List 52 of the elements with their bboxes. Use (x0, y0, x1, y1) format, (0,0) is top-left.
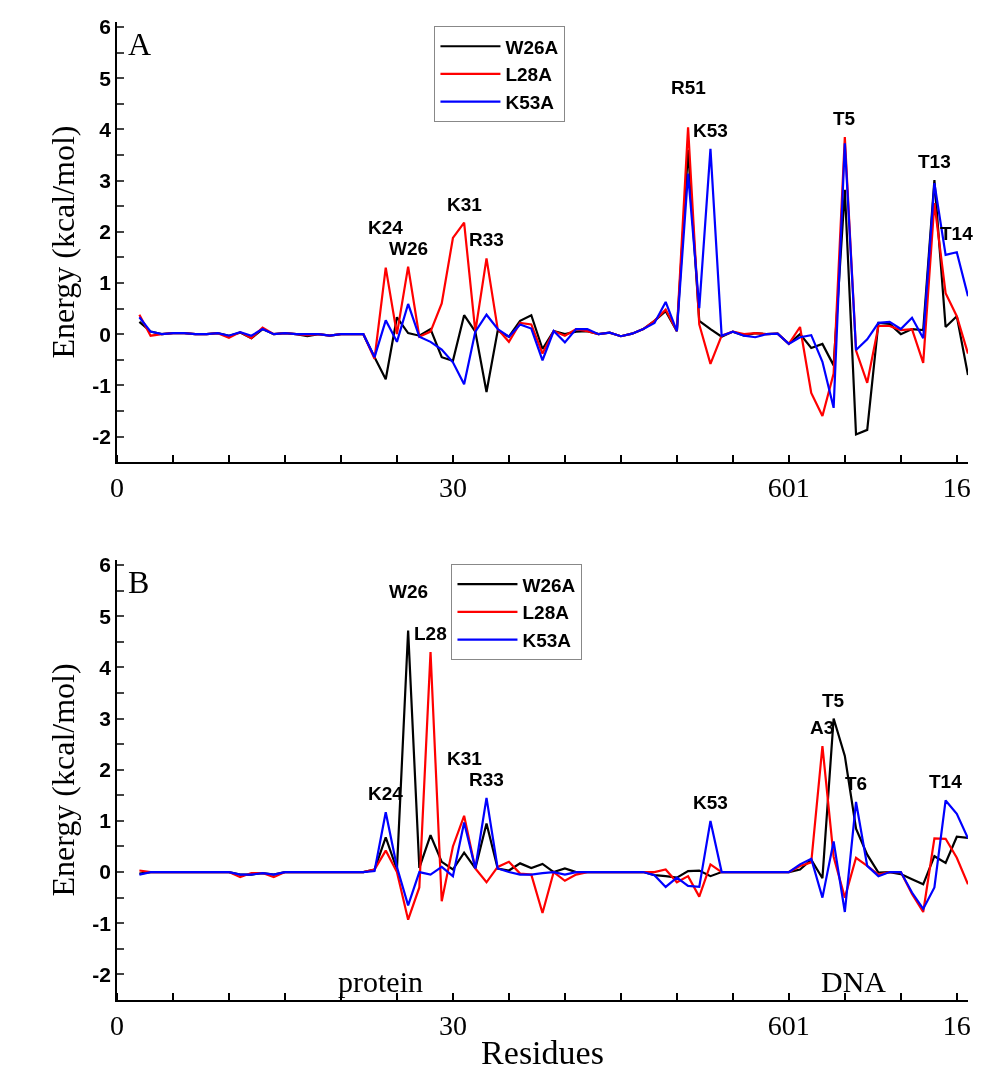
legend-label: K53A (505, 92, 555, 114)
x-tick-label: 601 (767, 472, 810, 504)
y-tick-label: 1 (99, 809, 112, 833)
annotation: R33 (469, 769, 504, 790)
annotation: T13 (918, 151, 951, 172)
x-tick-label: 30 (438, 472, 467, 504)
y-tick-label: 3 (99, 706, 112, 730)
y-tick-label: 5 (99, 66, 112, 90)
annotation: L28 (414, 623, 447, 644)
y-tick-label: 5 (99, 604, 112, 628)
y-tick-label: 2 (99, 758, 112, 782)
y-tick-label: -1 (92, 911, 112, 935)
y-tick-label: -1 (92, 373, 112, 397)
legend-label: W26A (522, 574, 576, 596)
annotation: T5 (822, 690, 845, 711)
x-tick-label: 601 (767, 1010, 810, 1042)
annotation: K53 (693, 120, 728, 141)
y-tick-label: 4 (99, 117, 112, 141)
x-tick-label: 16 (942, 472, 971, 504)
y-tick-label: 2 (99, 220, 112, 244)
y-tick-label: 6 (99, 553, 112, 577)
annotation: protein (338, 965, 423, 998)
y-axis-title: Energy (kcal/mol) (45, 663, 82, 897)
annotation: K53 (693, 792, 728, 813)
y-tick-label: 1 (99, 271, 112, 295)
y-tick-label: 0 (99, 860, 112, 884)
annotation: K24 (368, 217, 404, 238)
legend-label: W26A (505, 36, 559, 58)
annotation: R33 (469, 229, 504, 250)
legend-label: L28A (522, 602, 570, 624)
annotation: K31 (447, 194, 483, 215)
annotation: B (128, 564, 150, 600)
annotation: K31 (447, 748, 483, 769)
annotation: A (128, 26, 152, 62)
x-tick-label: 30 (438, 1010, 467, 1042)
annotation: R51 (671, 77, 707, 98)
y-axis-title: Energy (kcal/mol) (45, 125, 82, 359)
annotation: W26 (389, 581, 429, 602)
y-tick-label: 0 (99, 322, 112, 346)
legend-label: L28A (505, 64, 553, 86)
annotation: DNA (821, 965, 887, 998)
annotation: T5 (833, 108, 856, 129)
y-tick-label: -2 (92, 962, 112, 986)
x-axis-title: Residues (481, 1034, 604, 1072)
y-tick-label: 3 (99, 168, 112, 192)
annotation: W26 (389, 238, 429, 259)
x-tick-label: 16 (942, 1010, 971, 1042)
legend-label: K53A (522, 629, 572, 651)
y-tick-label: -2 (92, 424, 112, 448)
y-tick-label: 4 (99, 655, 112, 679)
y-tick-label: 6 (99, 15, 112, 39)
annotation: T14 (929, 771, 963, 792)
